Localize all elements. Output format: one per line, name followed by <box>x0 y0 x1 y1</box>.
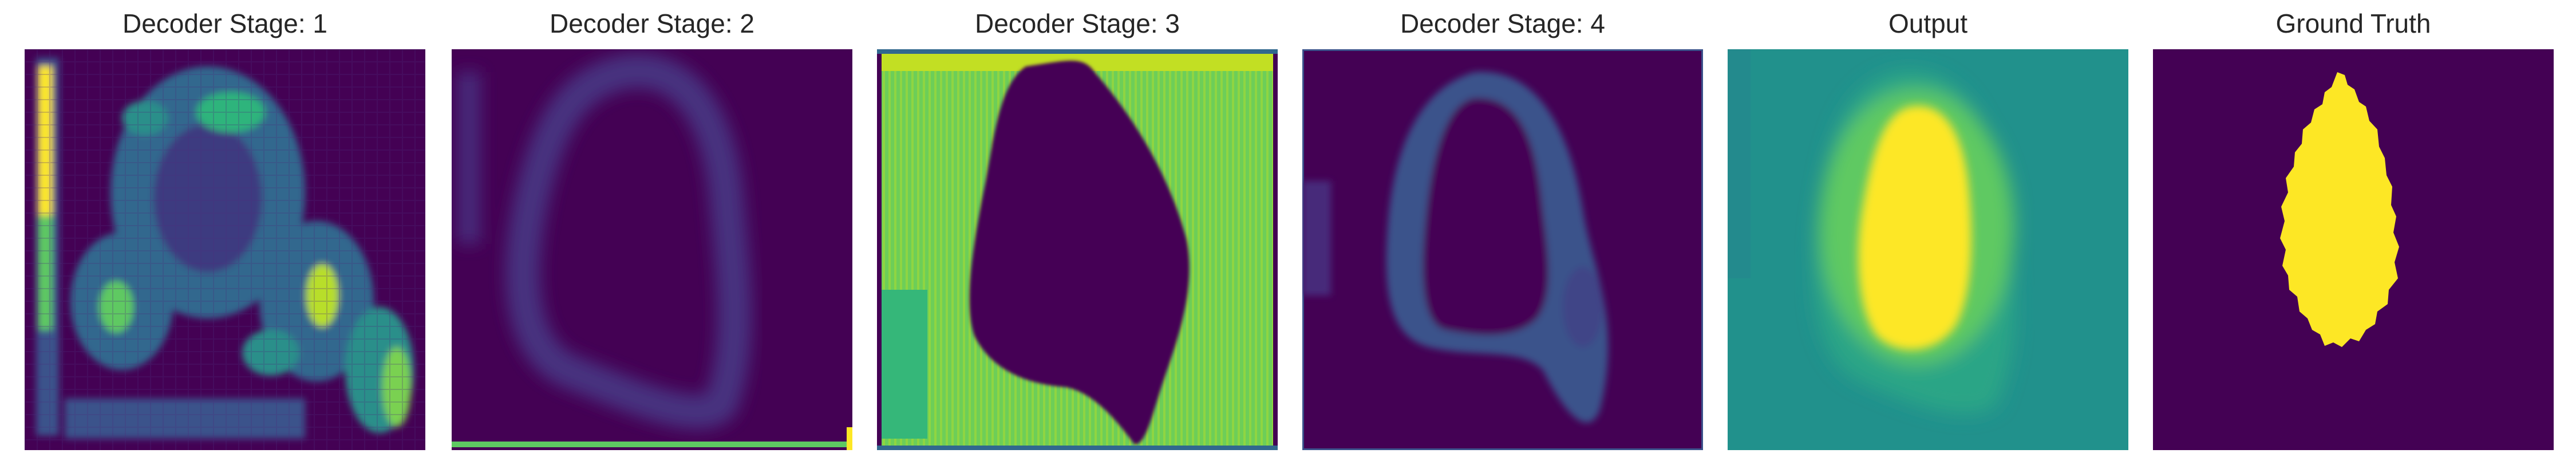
decoder-stage-2-image <box>452 49 852 450</box>
decoder-stage-3-heatmap <box>877 49 1278 450</box>
panel-title-output: Output <box>1888 9 1968 38</box>
panel-title-ground-truth: Ground Truth <box>2275 9 2431 38</box>
panel-title-decoder-stage-1: Decoder Stage: 1 <box>122 9 327 38</box>
decoder-stage-1-image <box>25 49 425 450</box>
output-heatmap <box>1728 49 2128 450</box>
decoder-stage-3-image <box>877 49 1278 450</box>
decoder-stage-1-heatmap <box>25 49 425 450</box>
panel-title-decoder-stage-4: Decoder Stage: 4 <box>1400 9 1605 38</box>
decoder-stage-2-heatmap <box>452 49 852 450</box>
ground-truth-mask <box>2153 49 2554 450</box>
decoder-stage-4-image <box>1302 49 1703 450</box>
decoder-stage-4-heatmap <box>1302 49 1703 450</box>
panel-title-decoder-stage-3: Decoder Stage: 3 <box>974 9 1180 38</box>
ground-truth-image <box>2153 49 2554 450</box>
output-image <box>1728 49 2128 450</box>
panel-title-decoder-stage-2: Decoder Stage: 2 <box>549 9 754 38</box>
